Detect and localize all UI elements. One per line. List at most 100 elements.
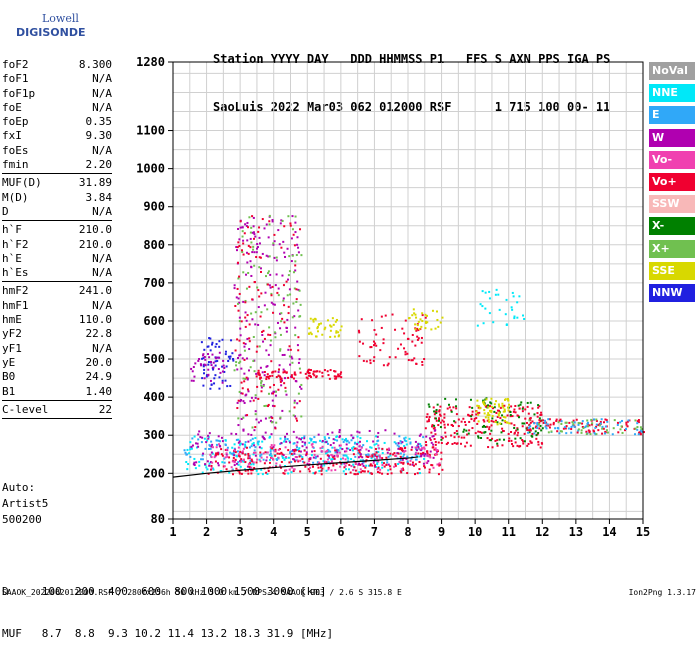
data-point [488,414,491,417]
data-point [258,236,261,239]
param-name: foE [2,100,22,114]
data-point [289,293,292,296]
data-point [343,450,346,453]
data-point [345,450,348,453]
data-point [358,440,361,443]
data-point [485,398,488,401]
autoscaling-info: Auto: Artist5 500200 [2,480,48,528]
data-point [250,265,253,268]
muf-row: MUF 8.7 8.8 9.3 10.2 11.4 13.2 18.3 31.9… [2,627,334,640]
data-point [196,446,199,449]
data-point [371,464,374,467]
data-point [453,431,456,434]
data-point [572,419,575,422]
data-point [372,359,375,362]
data-point [258,458,261,461]
data-point [438,417,441,420]
data-point [309,457,312,460]
data-point [276,291,279,294]
data-point [455,405,458,408]
param-row: MUF(D) 31.89 [2,176,112,190]
data-point [319,457,322,460]
data-point [477,420,480,423]
data-point [549,423,552,426]
data-point [431,309,434,312]
data-point [396,452,399,455]
data-point [399,446,402,449]
data-point [219,371,222,374]
data-point [185,461,188,464]
data-point [405,443,408,446]
data-point [231,473,234,476]
data-point [433,426,436,429]
data-point [238,316,241,319]
data-point [508,422,511,425]
data-point [397,445,400,448]
param-row: fmin 2.20 [2,158,112,172]
data-point [530,441,533,444]
data-point [636,420,639,423]
data-point [438,462,441,465]
data-point [450,434,453,437]
data-point [304,372,307,375]
data-point [393,465,396,468]
data-point [417,452,420,455]
data-point [288,288,291,291]
data-point [265,254,268,257]
data-point [399,448,402,451]
data-point [422,451,425,454]
data-point [258,256,261,259]
data-point [372,440,375,443]
data-point [238,244,241,247]
data-point [271,421,274,424]
data-point [317,323,320,326]
data-point [356,443,359,446]
data-point [424,313,427,316]
data-point [463,421,466,424]
data-point [492,420,495,423]
data-point [408,317,411,320]
data-point [329,444,332,447]
data-point [202,357,205,360]
data-point [279,333,282,336]
data-point [482,399,485,402]
data-point [205,375,208,378]
data-point [283,353,286,356]
data-point [601,427,604,430]
data-point [451,442,454,445]
data-point [295,417,298,420]
data-point [253,444,256,447]
data-point [381,463,384,466]
data-point [503,408,506,411]
data-point [432,443,435,446]
data-point [254,323,257,326]
data-point [590,423,593,426]
data-point [186,468,189,471]
data-point [346,456,349,459]
data-point [307,372,310,375]
data-point [284,446,287,449]
data-point [431,464,434,467]
data-point [496,439,499,442]
param-name: fxI [2,129,22,143]
data-point [403,453,406,456]
param-value: 9.30 [85,129,113,143]
data-point [426,314,429,317]
data-point [414,463,417,466]
data-point [536,424,539,427]
data-point [224,439,227,442]
data-point [252,461,255,464]
data-point [536,415,539,418]
data-point [318,461,321,464]
data-point [314,441,317,444]
data-point [394,328,397,331]
data-point [494,439,497,442]
data-point [357,329,360,332]
data-point [317,433,320,436]
data-point [494,419,497,422]
data-point [611,433,614,436]
data-point [258,345,261,348]
data-point [595,433,598,436]
data-point [261,252,264,255]
data-point [270,444,273,447]
